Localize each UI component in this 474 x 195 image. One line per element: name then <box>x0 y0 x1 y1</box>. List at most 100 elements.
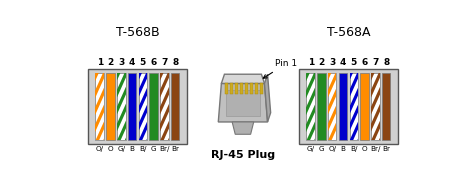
Bar <box>95 73 104 140</box>
Text: G/: G/ <box>307 146 315 152</box>
Bar <box>328 73 337 140</box>
Polygon shape <box>404 73 438 140</box>
Text: RJ-45 Plug: RJ-45 Plug <box>211 151 275 160</box>
Polygon shape <box>65 73 99 140</box>
Polygon shape <box>425 73 458 140</box>
Polygon shape <box>107 73 141 140</box>
Bar <box>307 73 315 140</box>
Bar <box>117 73 126 140</box>
Polygon shape <box>386 73 420 140</box>
Bar <box>95 73 104 140</box>
Bar <box>371 73 380 140</box>
Polygon shape <box>192 73 226 140</box>
Bar <box>138 73 147 140</box>
Bar <box>160 73 169 140</box>
Polygon shape <box>336 73 370 140</box>
Bar <box>371 73 380 140</box>
Polygon shape <box>342 73 376 140</box>
Polygon shape <box>412 73 446 140</box>
Polygon shape <box>193 73 227 140</box>
Text: Br/: Br/ <box>159 146 170 152</box>
Bar <box>250 83 253 94</box>
Polygon shape <box>343 73 377 140</box>
Polygon shape <box>100 73 135 140</box>
Polygon shape <box>470 73 474 140</box>
Bar <box>117 73 126 140</box>
Bar <box>160 73 169 140</box>
Polygon shape <box>410 73 445 140</box>
Polygon shape <box>311 73 346 140</box>
Bar <box>138 73 147 140</box>
Bar <box>117 73 126 140</box>
Polygon shape <box>146 73 180 140</box>
Bar <box>371 73 380 140</box>
Bar <box>95 73 104 140</box>
Bar <box>117 73 126 140</box>
Bar <box>95 73 104 140</box>
Polygon shape <box>296 73 330 140</box>
Bar <box>95 73 104 140</box>
Bar <box>138 73 147 140</box>
Polygon shape <box>215 73 249 140</box>
Polygon shape <box>419 73 454 140</box>
Bar <box>307 73 315 140</box>
Bar <box>328 73 337 140</box>
Bar <box>307 73 315 140</box>
Bar <box>160 73 169 140</box>
Polygon shape <box>63 73 96 140</box>
Polygon shape <box>149 73 183 140</box>
Polygon shape <box>449 73 474 140</box>
Polygon shape <box>35 73 68 140</box>
Polygon shape <box>201 73 235 140</box>
Polygon shape <box>276 73 310 140</box>
Bar <box>117 73 126 140</box>
Bar <box>307 73 315 140</box>
Bar <box>117 73 126 140</box>
Bar <box>371 73 380 140</box>
Bar <box>307 73 315 140</box>
Text: 6: 6 <box>362 58 368 67</box>
Bar <box>117 73 126 140</box>
Polygon shape <box>327 73 361 140</box>
Text: Br/: Br/ <box>370 146 381 152</box>
Bar <box>160 73 169 140</box>
Polygon shape <box>57 73 91 140</box>
Bar <box>307 73 315 140</box>
Bar <box>307 73 315 140</box>
Bar <box>307 73 315 140</box>
Polygon shape <box>395 73 429 140</box>
Polygon shape <box>122 73 156 140</box>
Polygon shape <box>390 73 424 140</box>
Bar <box>117 73 126 140</box>
Bar <box>160 73 169 140</box>
Polygon shape <box>153 73 186 140</box>
Polygon shape <box>252 73 286 140</box>
Bar <box>349 73 358 140</box>
Polygon shape <box>382 73 415 140</box>
Polygon shape <box>367 73 401 140</box>
Bar <box>339 73 347 140</box>
Bar <box>349 73 358 140</box>
Text: G/: G/ <box>117 146 125 152</box>
Bar <box>117 73 126 140</box>
Bar <box>117 73 126 140</box>
Bar <box>328 73 337 140</box>
Text: G: G <box>151 146 156 152</box>
Text: 4: 4 <box>340 58 346 67</box>
Polygon shape <box>200 73 234 140</box>
Polygon shape <box>114 73 148 140</box>
Bar <box>307 73 315 140</box>
Bar <box>138 73 147 140</box>
Bar <box>117 73 126 140</box>
Polygon shape <box>88 73 122 140</box>
Bar <box>117 73 126 140</box>
Polygon shape <box>207 73 241 140</box>
Polygon shape <box>41 73 75 140</box>
Polygon shape <box>418 73 452 140</box>
Polygon shape <box>349 73 383 140</box>
Bar <box>328 73 337 140</box>
Bar <box>138 73 147 140</box>
Polygon shape <box>160 73 194 140</box>
Polygon shape <box>320 73 355 140</box>
Polygon shape <box>48 73 82 140</box>
